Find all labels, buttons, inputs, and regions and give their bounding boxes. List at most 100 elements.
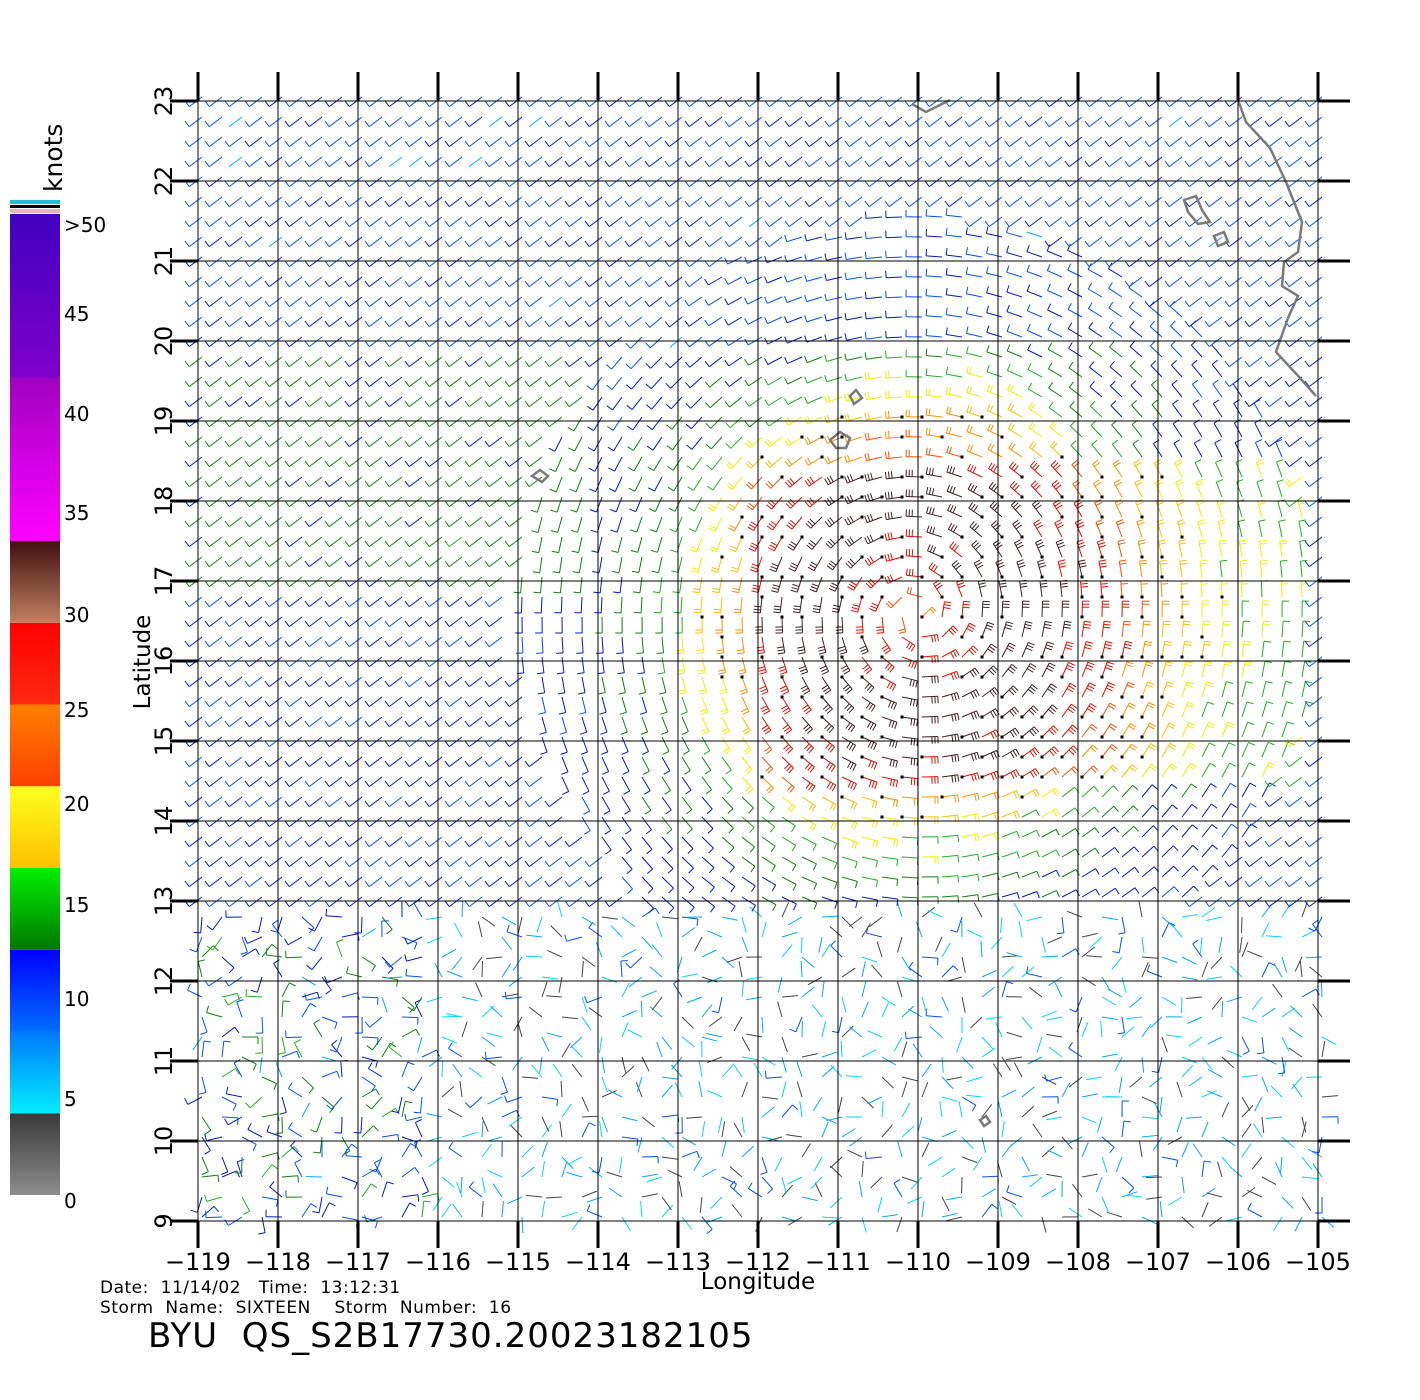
wind-barb xyxy=(1164,296,1183,308)
wind-barb xyxy=(524,196,543,208)
wind-barb xyxy=(821,796,837,811)
wind-barb xyxy=(821,1021,827,1038)
wind-barb xyxy=(800,695,812,715)
wind-barb xyxy=(1124,156,1143,168)
wind-barb xyxy=(1164,136,1183,148)
wind-barb xyxy=(744,276,763,285)
wind-barb xyxy=(861,876,879,888)
wind-barb xyxy=(636,636,644,654)
wind-barb xyxy=(621,776,631,795)
wind-barb xyxy=(798,656,809,675)
wind-barb xyxy=(784,336,803,344)
wind-barb xyxy=(364,316,383,328)
wind-barb xyxy=(1141,1096,1157,1105)
wind-barb xyxy=(1254,419,1263,438)
wind-barb xyxy=(1260,580,1269,598)
wind-barb xyxy=(1312,919,1323,938)
wind-barb xyxy=(1175,479,1184,498)
islet-icon xyxy=(1212,230,1230,248)
wind-barb xyxy=(944,136,963,148)
wind-barb xyxy=(344,676,363,687)
wind-barb xyxy=(601,1056,605,1073)
wind-barb xyxy=(741,1056,758,1061)
wind-barb xyxy=(1048,401,1063,418)
wind-barb xyxy=(1301,701,1314,718)
wind-barb xyxy=(741,696,750,715)
wind-barb xyxy=(1101,1196,1109,1212)
wind-barb xyxy=(504,736,523,747)
wind-barb xyxy=(613,576,623,594)
wind-barb xyxy=(584,196,603,208)
wind-barb xyxy=(240,936,248,955)
wind-barb xyxy=(830,1065,843,1078)
wind-barb xyxy=(204,876,223,887)
wind-barb xyxy=(284,436,303,448)
wind-barb xyxy=(801,836,817,851)
wind-barb xyxy=(764,156,783,168)
wind-barb xyxy=(544,176,563,188)
wind-barb xyxy=(284,636,303,647)
wind-barb xyxy=(1284,276,1303,288)
wind-barb xyxy=(204,596,223,607)
wind-barb xyxy=(524,276,543,288)
wind-barb xyxy=(193,916,203,934)
wind-barb xyxy=(939,1101,943,1118)
wind-barb xyxy=(921,634,939,643)
wind-barb xyxy=(896,1216,903,1233)
wind-barb xyxy=(1284,476,1303,488)
wind-barb xyxy=(464,456,483,468)
longitude-tick-label: −110 xyxy=(885,1248,951,1276)
wind-barb xyxy=(1044,116,1063,127)
wind-barb xyxy=(444,896,463,907)
wind-barb xyxy=(885,310,903,319)
wind-barb xyxy=(941,649,960,659)
wind-barb xyxy=(566,1171,583,1178)
wind-barb xyxy=(661,836,673,854)
wind-barb xyxy=(1101,916,1118,921)
wind-barb xyxy=(986,384,1003,398)
wind-barb xyxy=(1081,1173,1098,1178)
wind-barb xyxy=(741,1145,755,1158)
wind-barb xyxy=(905,209,923,218)
longitude-tick-label: −109 xyxy=(965,1248,1031,1276)
wind-barb xyxy=(741,916,747,933)
wind-barb xyxy=(898,616,907,634)
wind-barb xyxy=(1261,721,1275,738)
wind-barb xyxy=(705,416,723,429)
wind-barb xyxy=(541,1116,550,1132)
wind-barb xyxy=(1050,460,1063,478)
wind-barb xyxy=(324,376,343,388)
wind-barb xyxy=(184,696,203,707)
wind-barb xyxy=(464,656,483,667)
wind-barb xyxy=(244,856,263,867)
wind-barb xyxy=(961,751,980,761)
wind-barb xyxy=(681,796,693,815)
wind-barb xyxy=(677,656,686,675)
wind-barb xyxy=(625,376,643,390)
wind-barb xyxy=(804,96,823,107)
wind-barb xyxy=(344,116,363,127)
wind-barb xyxy=(1100,723,1117,739)
wind-barb xyxy=(224,376,243,388)
wind-barb xyxy=(1307,1148,1323,1158)
wind-barb xyxy=(1141,845,1159,858)
wind-barb xyxy=(1146,1196,1163,1200)
wind-barb xyxy=(484,596,503,607)
wind-barb xyxy=(1029,1176,1043,1188)
wind-barb xyxy=(721,1141,727,1158)
wind-barb xyxy=(204,436,223,448)
wind-barb xyxy=(544,116,563,127)
wind-barb xyxy=(1000,916,1003,933)
wind-barb xyxy=(301,1203,317,1218)
wind-barb xyxy=(624,316,643,328)
wind-barb xyxy=(647,456,663,472)
wind-barb xyxy=(764,276,783,284)
wind-barb xyxy=(1088,322,1103,338)
wind-barb xyxy=(860,775,878,789)
wind-barb xyxy=(1120,743,1138,759)
wind-barb xyxy=(604,896,623,907)
wind-barb xyxy=(1139,1141,1143,1158)
wind-barb xyxy=(733,1016,743,1032)
wind-barb xyxy=(1141,1175,1158,1178)
wind-barb xyxy=(990,520,1004,539)
